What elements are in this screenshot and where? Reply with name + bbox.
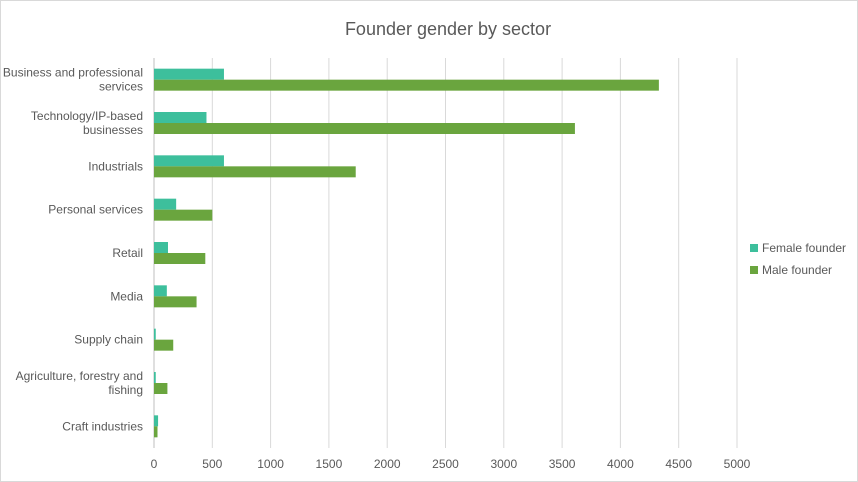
male-founder-bar xyxy=(154,383,168,394)
female-founder-bar xyxy=(154,415,159,427)
male-founder-bar xyxy=(154,296,197,308)
legend-label: Male founder xyxy=(762,263,832,277)
male-founder-bar xyxy=(154,426,158,438)
category-label: Industrials xyxy=(88,159,143,173)
x-tick-label: 3000 xyxy=(490,457,517,471)
category-labels: Business and professional services Technol… xyxy=(3,66,143,434)
category-label: Craft industries xyxy=(62,419,143,433)
x-tick-label: 4000 xyxy=(607,457,634,471)
x-tick-label: 3500 xyxy=(549,457,576,471)
bars xyxy=(154,68,659,438)
category-label: Technology/IP-based businesses xyxy=(31,109,143,137)
female-founder-bar xyxy=(154,328,156,340)
male-founder-bar xyxy=(154,79,659,91)
male-founder-bar xyxy=(154,339,174,351)
female-founder-bar xyxy=(154,155,224,167)
legend-swatch xyxy=(750,266,758,274)
female-founder-bar xyxy=(154,68,224,80)
x-tick-label: 5000 xyxy=(724,457,751,471)
x-tick-label: 4500 xyxy=(665,457,692,471)
category-label: Personal services xyxy=(48,203,143,217)
x-tick-label: 1000 xyxy=(257,457,284,471)
female-founder-bar xyxy=(154,285,167,297)
female-founder-bar xyxy=(154,198,177,210)
legend-label: Female founder xyxy=(762,241,846,255)
female-founder-bar xyxy=(154,112,207,123)
category-label: Supply chain xyxy=(74,333,143,347)
male-founder-bar xyxy=(154,253,206,264)
x-tick-labels: 0 500 1000 1500 2000 2500 3000 3500 4000 4500 5000 xyxy=(151,457,751,471)
x-tick-label: 500 xyxy=(202,457,222,471)
x-tick-label: 1500 xyxy=(316,457,343,471)
female-founder-bar xyxy=(154,242,168,253)
female-founder-bar xyxy=(154,372,156,383)
male-founder-bar xyxy=(154,209,213,221)
legend-swatch xyxy=(750,244,758,252)
category-label: Agriculture, forestry and fishing xyxy=(16,369,143,397)
legend: Female founder Male founder xyxy=(750,241,846,277)
x-tick-label: 2500 xyxy=(432,457,459,471)
x-tick-label: 0 xyxy=(151,457,158,471)
category-label: Media xyxy=(110,289,143,303)
male-founder-bar xyxy=(154,123,575,134)
chart-title: Founder gender by sector xyxy=(345,19,551,39)
x-tick-label: 2000 xyxy=(374,457,401,471)
gridlines xyxy=(153,58,738,448)
male-founder-bar xyxy=(154,166,356,178)
category-label: Business and professional services xyxy=(3,66,143,94)
category-label: Retail xyxy=(112,246,143,260)
